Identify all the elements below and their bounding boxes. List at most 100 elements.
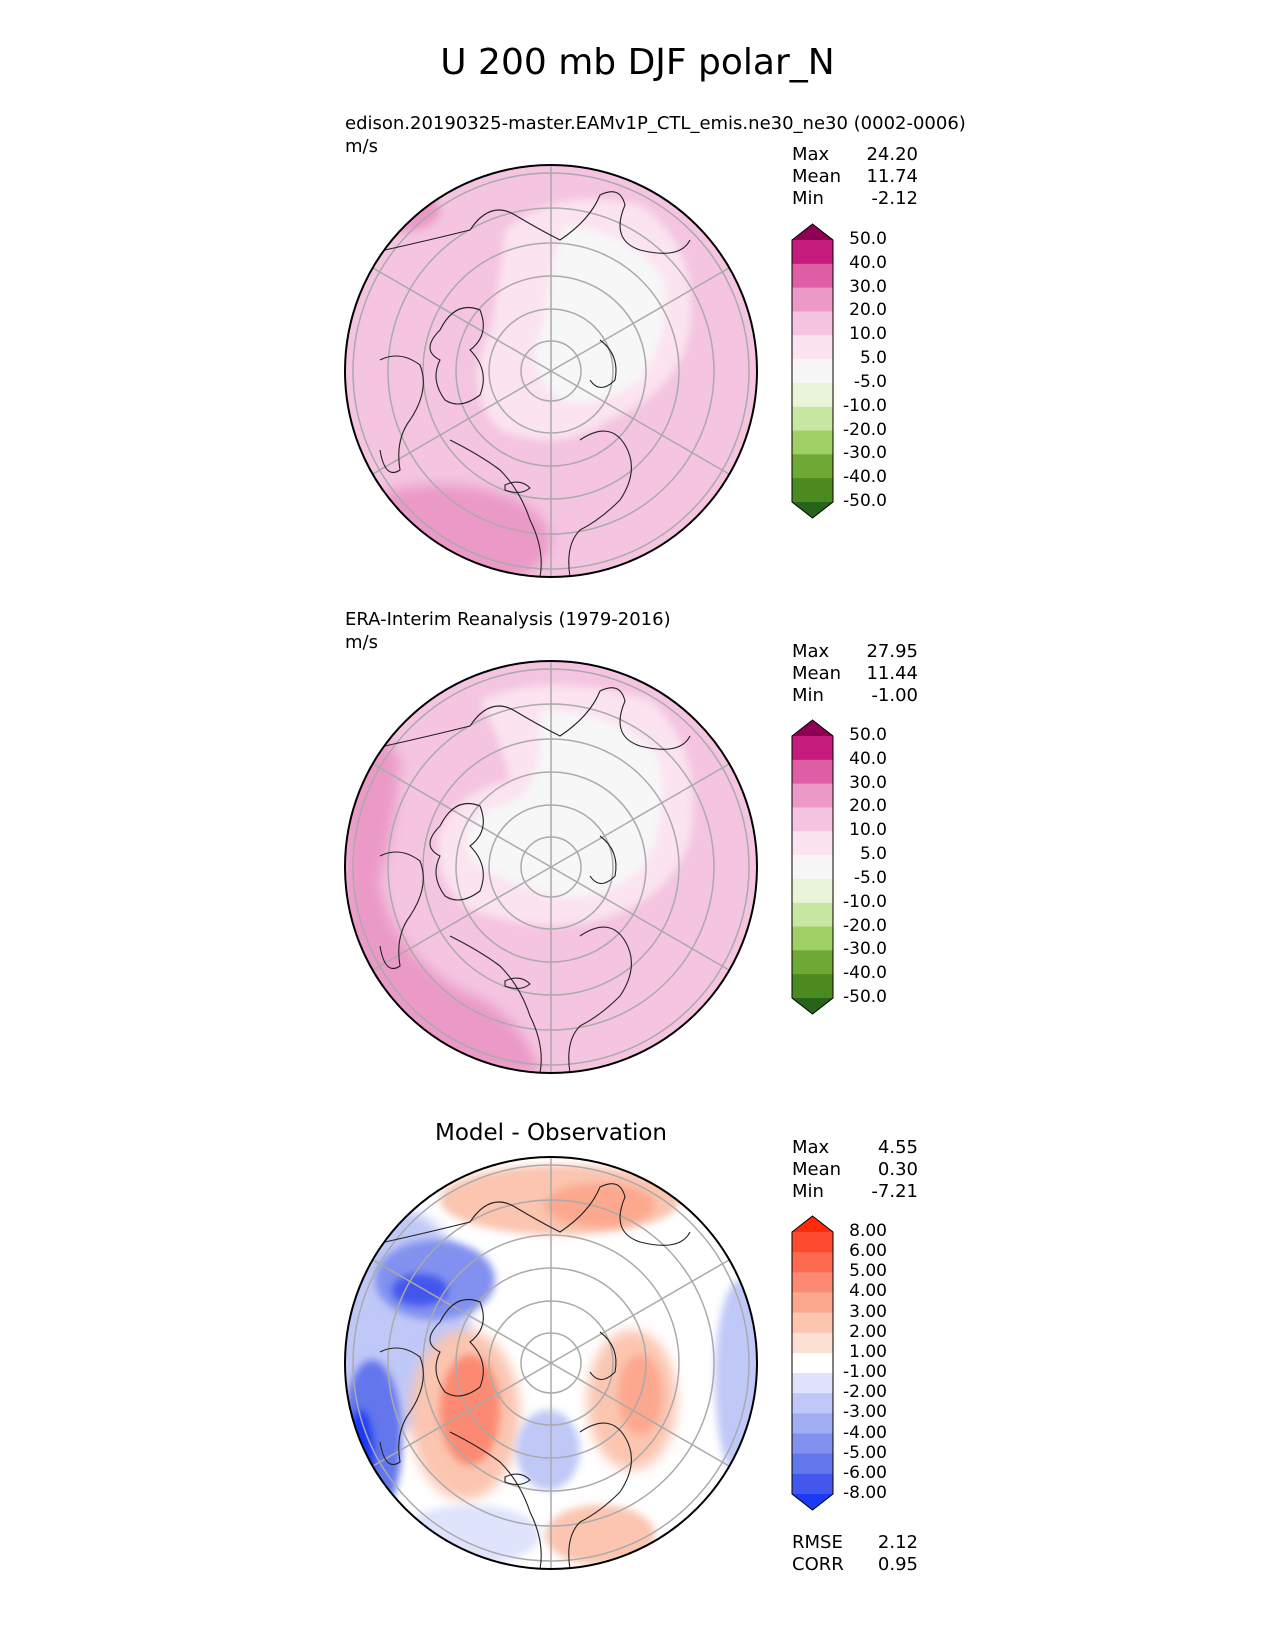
colorbar-2-segment <box>792 926 833 951</box>
colorbar-2-tick-label: -50.0 <box>843 987 887 1007</box>
colorbar-2-segment <box>792 736 833 761</box>
panel-2-min-label: Min <box>792 685 824 706</box>
colorbar-2-tick-label: 10.0 <box>849 820 887 841</box>
panel-2-units: m/s <box>345 632 378 653</box>
panel-1-units: m/s <box>345 136 378 157</box>
colorbar-2-segment <box>792 807 833 832</box>
panel-2-max-label: Max <box>792 641 830 662</box>
colorbar-1-tick-label: -50.0 <box>843 491 887 511</box>
colorbar-3-segment <box>792 1373 833 1394</box>
panel-2-title: ERA-Interim Reanalysis (1979-2016) <box>345 609 671 630</box>
colorbar-3-tick-label: 2.00 <box>849 1321 887 1342</box>
panel-2-mean-label: Mean <box>792 663 842 684</box>
rmse-value: 2.12 <box>877 1532 918 1553</box>
colorbar-3-tick-label: 6.00 <box>849 1241 887 1262</box>
figure-title: U 200 mb DJF polar_N <box>440 42 835 83</box>
colorbar-3-tick-label: 4.00 <box>849 1281 887 1302</box>
map-3 <box>344 1156 758 1570</box>
colorbar-1-tick-label: 30.0 <box>849 276 887 297</box>
map-2-boundary <box>344 660 758 1074</box>
colorbar-1-tick-label: -5.0 <box>853 371 887 392</box>
colorbar-2-over-arrow <box>792 720 833 736</box>
colorbar-3-tick-label: 1.00 <box>849 1341 887 1362</box>
colorbar-1-segment <box>792 311 833 336</box>
map-1-boundary <box>344 164 758 578</box>
map-1 <box>344 164 758 578</box>
colorbar-3-segment <box>792 1453 833 1475</box>
colorbar-3-segment <box>792 1352 833 1374</box>
colorbar-3-tick-label: 8.00 <box>849 1221 887 1241</box>
map-1-coastlines <box>379 191 691 577</box>
panel-3-min-label: Min <box>792 1181 824 1202</box>
colorbar-2-tick-label: 20.0 <box>849 796 887 817</box>
colorbar-1-under-arrow <box>792 502 833 518</box>
corr-label: CORR <box>792 1554 844 1575</box>
panel-1-mean-label: Mean <box>792 166 842 187</box>
colorbar-1-segment <box>792 382 833 408</box>
panel-1-min-label: Min <box>792 188 824 209</box>
panel-3-mean-value: 0.30 <box>877 1159 918 1180</box>
colorbar-3-over-arrow <box>792 1216 833 1232</box>
panel-3-title: Model - Observation <box>434 1120 668 1146</box>
map-1-gridlines <box>352 165 750 577</box>
colorbar-3-segment <box>792 1272 833 1293</box>
colorbar-1-tick-label: 20.0 <box>849 300 887 321</box>
panel-1-min-value: -2.12 <box>871 188 918 209</box>
colorbar-2-tick-label: 5.0 <box>859 844 887 865</box>
panel-3-mean-label: Mean <box>792 1159 842 1180</box>
colorbar-3-tick-label: 5.00 <box>849 1261 887 1282</box>
colorbar-2-tick-label: -5.0 <box>853 867 887 888</box>
colorbar-1-segment <box>792 359 833 384</box>
colorbar-3-segment <box>792 1312 833 1334</box>
colorbar-3-tick-label: -3.00 <box>843 1402 887 1423</box>
map-3-gridlines <box>352 1157 750 1569</box>
panel-2-mean-value: 11.44 <box>866 663 918 684</box>
colorbar-1-tick-label: 50.0 <box>849 229 887 249</box>
colorbar-1-segment <box>792 430 833 455</box>
colorbar-3-under-arrow <box>792 1494 833 1510</box>
map-3-boundary <box>344 1156 758 1570</box>
colorbar-2-tick-label: -20.0 <box>843 915 887 936</box>
colorbar-3-tick-label: -1.00 <box>843 1362 887 1383</box>
map-2-coastlines <box>379 687 691 1073</box>
colorbar-1-outline <box>791 223 834 519</box>
colorbar-3-tick-label: -6.00 <box>843 1462 887 1483</box>
colorbar-2-segment <box>792 783 833 808</box>
colorbar-1-tick-label: 5.0 <box>859 348 887 369</box>
colorbar-1-segment <box>792 240 833 265</box>
colorbar-1-segment <box>792 263 833 289</box>
colorbar-3-segment <box>792 1252 833 1273</box>
map-1-field <box>345 165 757 577</box>
panel-1-title: edison.20190325-master.EAMv1P_CTL_emis.n… <box>345 113 966 134</box>
colorbar-3-segment <box>792 1413 833 1435</box>
colorbar-2-segment <box>792 831 833 856</box>
colorbar-1-tick-label: 40.0 <box>849 252 887 273</box>
colorbar-2-segment <box>792 878 833 904</box>
panel-2-min-value: -1.00 <box>871 685 918 706</box>
panel-3-max-label: Max <box>792 1137 830 1158</box>
colorbar-3-tick-label: -5.00 <box>843 1442 887 1463</box>
panel-3-min-value: -7.21 <box>871 1181 918 1202</box>
colorbar-1-tick-label: 10.0 <box>849 324 887 345</box>
panel-3-max-value: 4.55 <box>877 1137 918 1158</box>
colorbar-1-segment <box>792 454 833 479</box>
colorbar-1-tick-label: -20.0 <box>843 419 887 440</box>
corr-value: 0.95 <box>877 1554 918 1575</box>
colorbar-2-tick-label: -10.0 <box>843 891 887 912</box>
colorbar-2-tick-label: 40.0 <box>849 748 887 769</box>
colorbar-1-segment <box>792 335 833 360</box>
colorbar-3-segment <box>792 1473 833 1495</box>
colorbar-2-segment <box>792 855 833 880</box>
colorbar-1-segment <box>792 478 833 503</box>
map-2 <box>344 660 758 1074</box>
colorbar-3-segment <box>792 1332 833 1354</box>
colorbar-2-tick-label: 30.0 <box>849 772 887 793</box>
colorbar-2-segment <box>792 974 833 999</box>
colorbar-1-segment <box>792 406 833 432</box>
colorbar-2-segment <box>792 950 833 975</box>
colorbar-2-tick-label: -40.0 <box>843 963 887 984</box>
map-2-gridlines <box>352 661 750 1073</box>
panel-2-max-value: 27.95 <box>866 641 918 662</box>
rmse-label: RMSE <box>792 1532 843 1553</box>
